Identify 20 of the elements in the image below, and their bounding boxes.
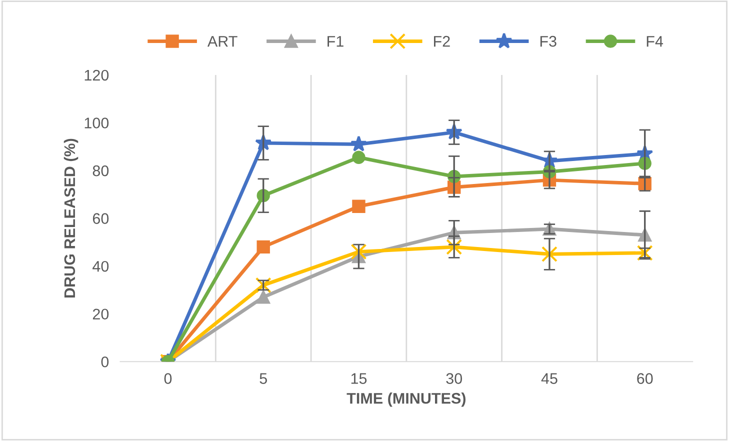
y-tick-label: 80 (92, 165, 109, 176)
x-tick-label: 15 (351, 373, 367, 384)
legend-label: F2 (434, 36, 450, 47)
x-tick-label: 60 (637, 373, 653, 384)
y-tick-label: 120 (84, 70, 109, 81)
y-tick-label: 20 (92, 308, 109, 320)
x-tick-label: 45 (541, 373, 558, 384)
legend-label: F3 (540, 36, 556, 47)
legend-label: F4 (646, 36, 664, 47)
y-tick-label: 60 (92, 213, 109, 224)
x-tick-label: 30 (446, 373, 462, 384)
x-axis-title: TIME (MINUTES) (346, 392, 466, 407)
legend-label: ART (207, 36, 238, 47)
legend-label: F1 (328, 36, 344, 47)
y-tick-label: 0 (101, 356, 109, 368)
y-axis-title: DRUG RELEASED (%) (64, 138, 78, 298)
x-tick-label: 0 (164, 373, 172, 384)
x-tick-label: 5 (260, 373, 267, 384)
y-tick-label: 100 (84, 118, 109, 128)
y-tick-label: 40 (92, 260, 109, 272)
